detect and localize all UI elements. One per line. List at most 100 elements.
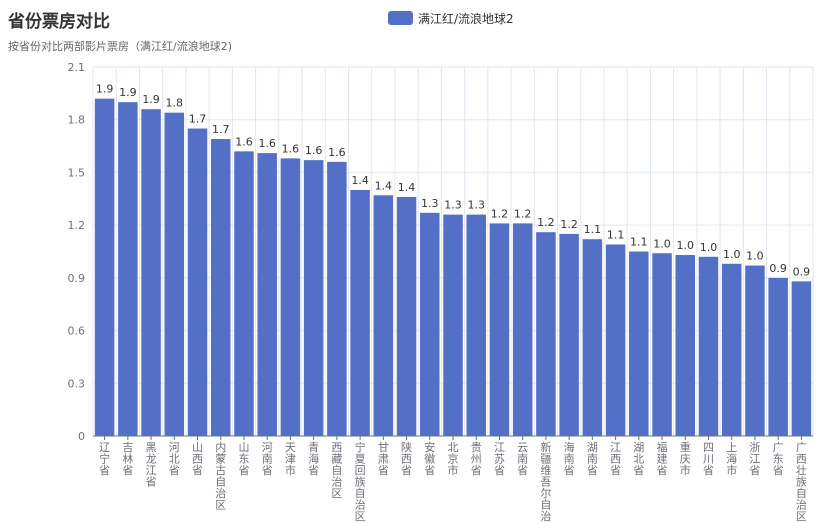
x-tick-label: 京: [448, 452, 459, 466]
x-tick-label: 上: [726, 441, 737, 454]
x-tick-label: 北: [448, 441, 459, 454]
x-tick-label: 海: [564, 440, 575, 454]
x-tick-label: 贵: [471, 441, 482, 454]
legend-label: 满江红/流浪地球2: [418, 11, 514, 26]
data-label: 1.3: [444, 199, 462, 212]
x-tick-label: 市: [448, 463, 459, 477]
data-label: 1.4: [351, 174, 369, 187]
x-tick-label: 省: [773, 464, 784, 477]
x-tick-label: 宁: [99, 452, 110, 466]
x-tick-label: 省: [587, 464, 598, 477]
x-tick-label: 甘: [378, 441, 389, 454]
x-tick-label: 自: [331, 464, 342, 477]
data-label: 1.9: [96, 83, 114, 96]
bar: [698, 256, 719, 436]
x-tick-label: 湖: [633, 441, 644, 454]
x-tick-label: 回: [355, 464, 366, 477]
bar: [652, 253, 672, 436]
x-tick-label: 市: [285, 463, 296, 477]
legend[interactable]: 满江红/流浪地球2: [388, 10, 514, 26]
x-tick-label: 西: [796, 453, 807, 466]
x-tick-label: 维: [540, 464, 551, 477]
bar: [141, 109, 161, 437]
data-label: 1.6: [328, 146, 346, 159]
x-tick-label: 治: [355, 498, 366, 512]
x-tick-label: 省: [99, 464, 110, 477]
x-tick-label: 安: [424, 440, 435, 454]
data-label: 1.0: [723, 248, 741, 261]
x-tick-label: 省: [610, 464, 621, 477]
x-tick-label: 新: [540, 440, 551, 454]
x-tick-label: 陕: [401, 440, 412, 454]
bar: [210, 139, 231, 437]
data-label: 1.1: [607, 228, 625, 241]
x-tick-label: 广: [796, 441, 807, 454]
x-tick-label: 南: [564, 453, 575, 466]
bar: [512, 223, 533, 436]
x-tick-label: 省: [122, 464, 133, 477]
x-tick-label: 津: [285, 453, 296, 466]
data-label: 1.3: [421, 197, 439, 210]
x-tick-label: 古: [215, 464, 226, 477]
x-tick-label: 南: [517, 453, 528, 466]
data-label: 1.0: [700, 241, 718, 254]
x-tick-label: 省: [471, 464, 482, 477]
x-tick-label: 青: [308, 441, 319, 454]
x-tick-label: 龙: [146, 453, 157, 466]
x-tick-label: 省: [703, 464, 714, 477]
x-tick-label: 区: [215, 499, 226, 512]
data-label: 1.0: [653, 237, 671, 250]
bar: [582, 239, 603, 436]
y-tick-label: 0.6: [68, 325, 86, 338]
x-tick-label: 江: [610, 441, 621, 454]
data-label: 1.9: [142, 93, 160, 106]
bar: [559, 233, 579, 436]
bar: [257, 153, 277, 436]
data-label: 1.2: [514, 207, 532, 220]
x-tick-label: 湖: [587, 441, 598, 454]
y-tick-label: 0.9: [68, 272, 86, 285]
bar: [303, 160, 324, 436]
bar: [675, 255, 696, 436]
x-tick-label: 省: [749, 464, 760, 477]
x-tick-label: 自: [355, 487, 366, 500]
x-tick-label: 区: [355, 510, 366, 523]
x-tick-label: 蒙: [215, 453, 226, 466]
x-tick-label: 区: [796, 510, 807, 523]
bar: [164, 112, 185, 436]
x-tick-label: 治: [215, 486, 226, 500]
bar: [420, 212, 440, 436]
x-tick-label: 江: [146, 464, 157, 477]
bar: [466, 214, 486, 436]
x-tick-label: 省: [146, 476, 157, 489]
data-label: 1.2: [537, 216, 555, 229]
x-tick-label: 省: [494, 464, 505, 477]
x-tick-label: 黑: [146, 441, 157, 454]
bar-layer: [94, 98, 812, 437]
bar: [373, 195, 394, 436]
bar: [187, 128, 208, 436]
x-tick-label: 林: [122, 452, 133, 466]
data-label: 1.8: [166, 97, 184, 110]
data-label: 0.9: [793, 265, 811, 278]
bar: [629, 251, 649, 436]
x-tick-label: 省: [308, 464, 319, 477]
x-tick-label: 河: [262, 441, 273, 454]
bar: [791, 281, 812, 436]
x-tick-label: 南: [587, 453, 598, 466]
x-tick-label: 壮: [796, 464, 807, 477]
x-tick-label: 东: [773, 453, 784, 466]
x-tick-label: 省: [564, 464, 575, 477]
x-tick-label: 省: [633, 464, 644, 477]
bar: [745, 265, 765, 436]
x-tick-label: 庆: [680, 452, 691, 466]
label-layer: 1.9 1.9 1.9 1.8 1.7 1.7 1.6 1.6 1.6 1.6 1.6 1.4 1.4 1…: [96, 83, 810, 279]
x-tick-label: 吾: [540, 476, 551, 489]
x-tick-label: 江: [494, 441, 505, 454]
data-label: 1.1: [584, 223, 602, 236]
bar: [280, 158, 301, 436]
x-tick-label: 省: [424, 464, 435, 477]
data-label: 1.1: [630, 236, 648, 249]
x-tick-label: 治: [540, 509, 551, 523]
x-tick-label: 族: [355, 475, 366, 489]
